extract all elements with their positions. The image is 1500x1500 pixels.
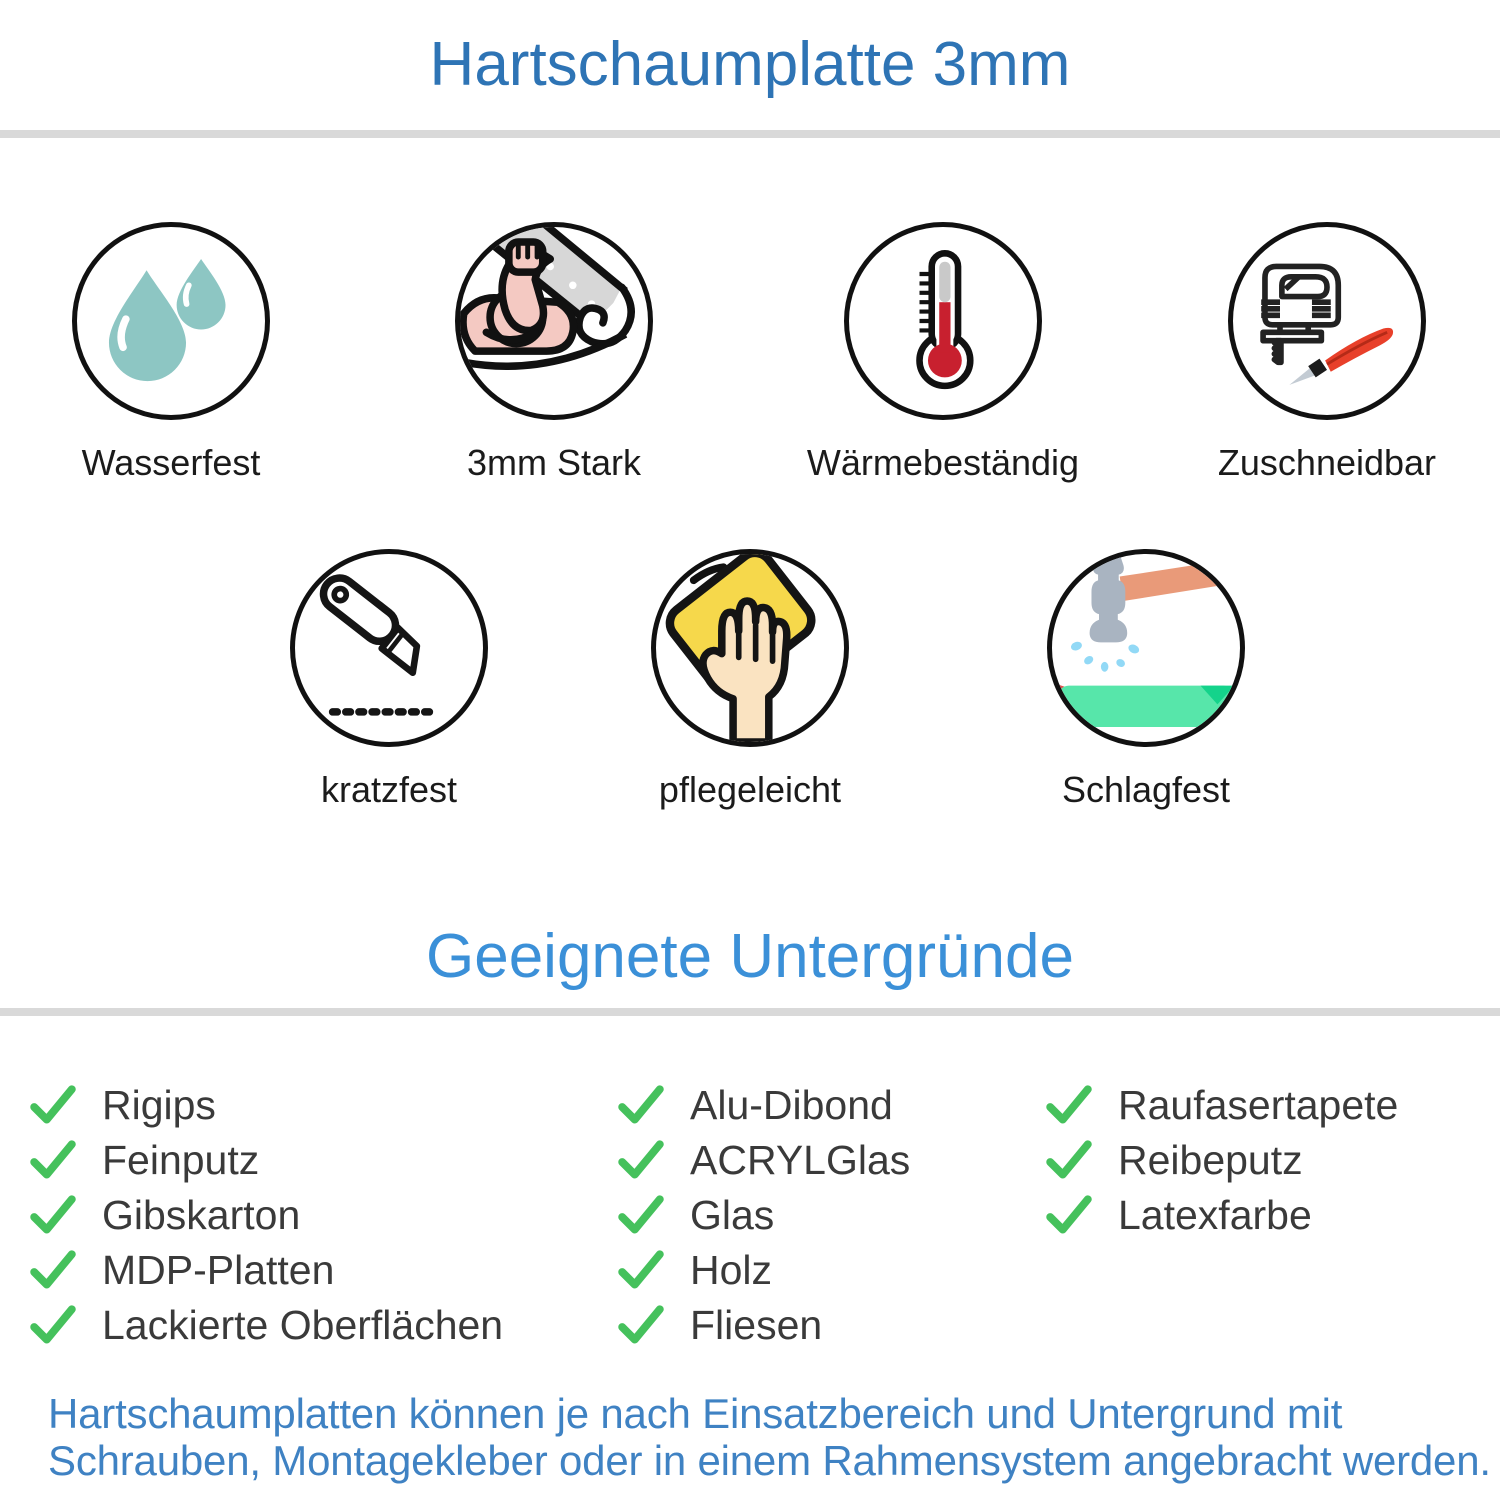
- substrates-title: Geeignete Untergründe: [425, 922, 1074, 991]
- list-item: Latexfarbe: [1046, 1188, 1398, 1243]
- list-item: Reibeputz: [1046, 1133, 1398, 1188]
- substrate-label: Raufasertapete: [1118, 1082, 1399, 1128]
- feature-wasserfest: Wasserfest: [1, 222, 341, 484]
- check-icon: [618, 1194, 664, 1234]
- check-icon: [30, 1139, 76, 1179]
- jigsaw-icon: [1228, 222, 1426, 420]
- feature-3mm-stark: 3mm Stark: [384, 222, 724, 484]
- divider-substrates: [0, 1008, 1500, 1016]
- check-icon: [618, 1304, 664, 1344]
- check-icon: [30, 1304, 76, 1344]
- divider-top: [0, 130, 1500, 138]
- feature-label: Zuschneidbar: [1217, 442, 1437, 483]
- check-icon: [30, 1194, 76, 1234]
- check-icon: [30, 1084, 76, 1124]
- feature-label: kratzfest: [320, 769, 458, 810]
- substrate-label: Feinputz: [102, 1137, 260, 1183]
- substrate-label: Latexfarbe: [1118, 1192, 1312, 1238]
- substrate-label: Alu-Dibond: [690, 1082, 893, 1128]
- list-item: Raufasertapete: [1046, 1078, 1398, 1133]
- check-icon: [1046, 1194, 1092, 1234]
- hammer-icon: [1047, 549, 1245, 747]
- list-item: Lackierte Oberflächen: [30, 1298, 503, 1353]
- feature-label: Schlagfest: [1061, 769, 1231, 810]
- footer-line-1: Hartschaumplatten können je nach Einsatz…: [48, 1390, 1343, 1437]
- feature-pflegeleicht: pflegeleicht: [580, 549, 920, 811]
- cleaning-hand-icon: [651, 549, 849, 747]
- check-icon: [1046, 1139, 1092, 1179]
- list-item: Feinputz: [30, 1133, 503, 1188]
- check-icon: [618, 1084, 664, 1124]
- list-item: Gibskarton: [30, 1188, 503, 1243]
- substrate-column-2: Alu-Dibond ACRYLGlas Glas Holz Fliesen: [618, 1078, 910, 1353]
- utility-knife-icon: [290, 549, 488, 747]
- muscle-arm-icon: [455, 222, 653, 420]
- feature-label: pflegeleicht: [658, 769, 842, 810]
- footer-note: Hartschaumplatten können je nach Einsatz…: [48, 1390, 1491, 1484]
- water-drops-icon: [72, 222, 270, 420]
- substrate-label: MDP-Platten: [102, 1247, 335, 1293]
- substrate-label: ACRYLGlas: [690, 1137, 911, 1183]
- page-title: Hartschaumplatte 3mm: [429, 30, 1071, 99]
- list-item: Alu-Dibond: [618, 1078, 910, 1133]
- footer-line-2: Schrauben, Montagekleber oder in einem R…: [48, 1437, 1491, 1484]
- substrate-label: Lackierte Oberflächen: [102, 1302, 504, 1348]
- check-icon: [30, 1249, 76, 1289]
- substrate-label: Glas: [690, 1192, 775, 1238]
- feature-zuschneidbar: Zuschneidbar: [1157, 222, 1497, 484]
- feature-kratzfest: kratzfest: [219, 549, 559, 811]
- list-item: ACRYLGlas: [618, 1133, 910, 1188]
- substrate-column-1: Rigips Feinputz Gibskarton MDP-Platten L…: [30, 1078, 503, 1353]
- list-item: MDP-Platten: [30, 1243, 503, 1298]
- substrate-label: Reibeputz: [1118, 1137, 1303, 1183]
- feature-schlagfest: Schlagfest: [976, 549, 1316, 811]
- list-item: Holz: [618, 1243, 910, 1298]
- feature-label: 3mm Stark: [466, 442, 642, 483]
- thermometer-icon: [844, 222, 1042, 420]
- list-item: Glas: [618, 1188, 910, 1243]
- substrate-label: Gibskarton: [102, 1192, 301, 1238]
- feature-label: Wärmebeständig: [806, 442, 1080, 483]
- check-icon: [1046, 1084, 1092, 1124]
- list-item: Fliesen: [618, 1298, 910, 1353]
- substrate-label: Rigips: [102, 1082, 216, 1128]
- feature-waermebestaendig: Wärmebeständig: [773, 222, 1113, 484]
- list-item: Rigips: [30, 1078, 503, 1133]
- substrate-column-3: Raufasertapete Reibeputz Latexfarbe: [1046, 1078, 1398, 1243]
- substrate-label: Holz: [690, 1247, 773, 1293]
- feature-label: Wasserfest: [81, 442, 261, 483]
- check-icon: [618, 1139, 664, 1179]
- check-icon: [618, 1249, 664, 1289]
- substrate-label: Fliesen: [690, 1302, 823, 1348]
